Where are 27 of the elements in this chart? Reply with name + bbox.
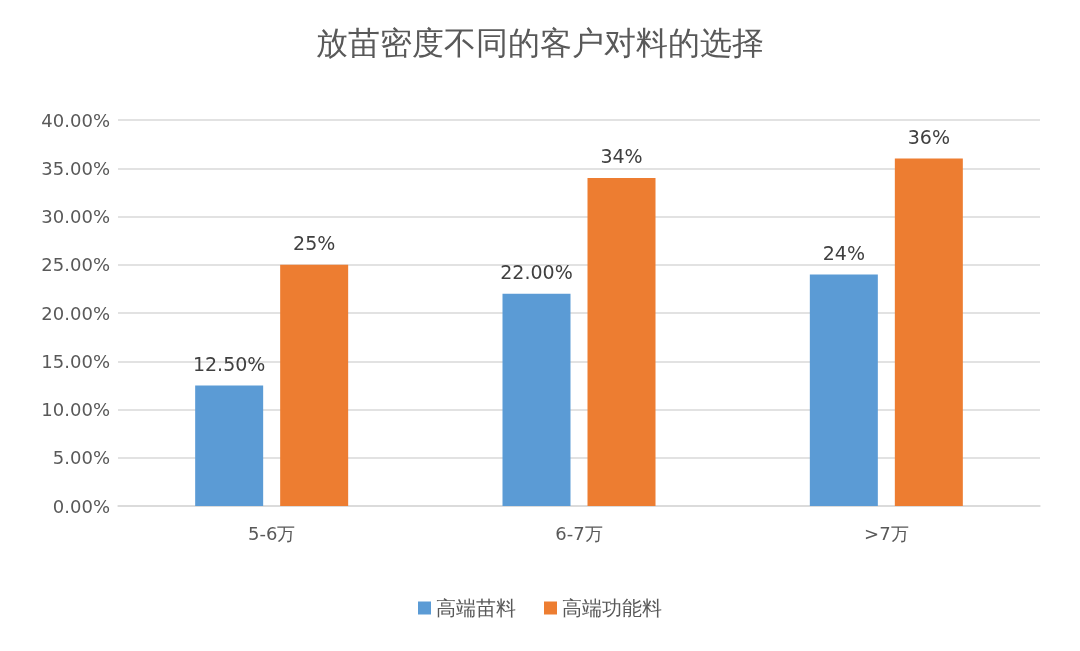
chart-title: 放苗密度不同的客户对料的选择 bbox=[316, 24, 764, 62]
data-label: 25% bbox=[293, 232, 336, 255]
bar bbox=[894, 158, 963, 506]
bar bbox=[502, 293, 571, 506]
legend-label: 高端功能料 bbox=[562, 596, 662, 620]
bar bbox=[587, 177, 656, 506]
y-tick-label: 30.00% bbox=[41, 206, 110, 227]
y-tick-label: 15.00% bbox=[41, 350, 110, 372]
x-tick-label: 5-6万 bbox=[247, 522, 296, 544]
bar bbox=[280, 264, 349, 506]
data-label: 22.00% bbox=[500, 261, 573, 284]
data-label: 34% bbox=[600, 145, 643, 168]
bar bbox=[809, 274, 878, 506]
y-tick-label: 25.00% bbox=[41, 254, 110, 276]
y-tick-label: 35.00% bbox=[41, 157, 110, 179]
data-label: 36% bbox=[907, 126, 950, 149]
x-tick-label: 6-7万 bbox=[555, 522, 603, 544]
y-tick-label: 20.00% bbox=[41, 302, 110, 324]
y-tick-label: 0.00% bbox=[52, 495, 110, 517]
y-tick-label: 40.00% bbox=[41, 109, 110, 131]
bar bbox=[195, 385, 264, 506]
y-tick-label: 5.00% bbox=[52, 447, 110, 469]
x-tick-label: >7万 bbox=[864, 522, 909, 544]
y-tick-label: 10.00% bbox=[41, 399, 110, 420]
data-label: 24% bbox=[822, 241, 865, 264]
data-label: 12.50% bbox=[192, 352, 266, 375]
legend-label: 高端苗料 bbox=[436, 596, 516, 620]
